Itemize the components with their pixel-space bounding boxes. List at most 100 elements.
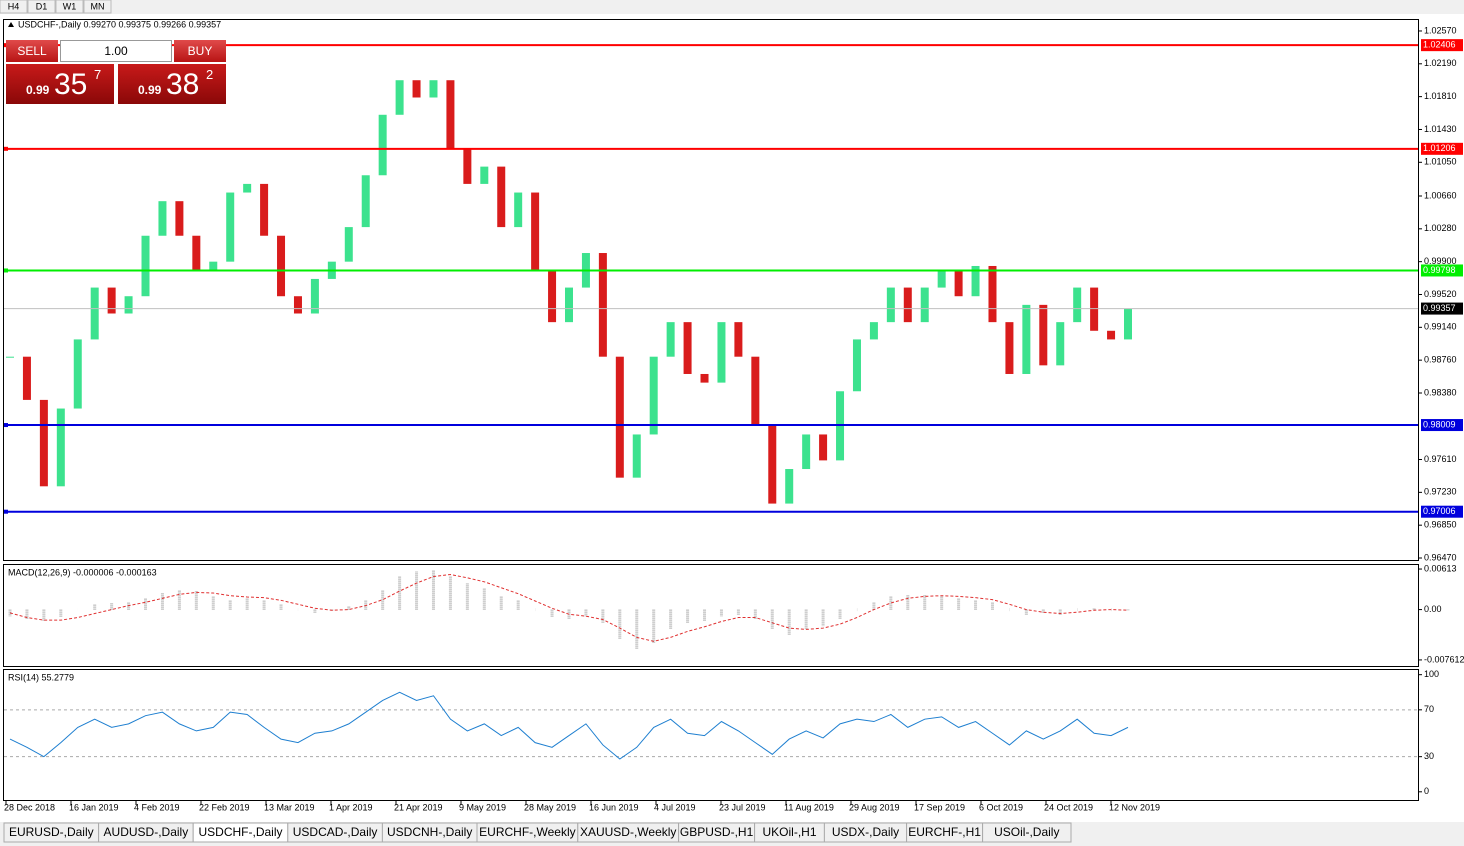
candle-body	[209, 261, 218, 271]
y-tick-label: 0.98760	[1424, 355, 1457, 365]
candle-body	[700, 373, 709, 383]
timeframe-label: W1	[63, 1, 77, 11]
level-handle	[4, 423, 8, 428]
y-tick-label: 0.96850	[1424, 520, 1457, 530]
candle-body	[819, 434, 828, 461]
candle-body	[988, 265, 997, 323]
candle-body	[971, 265, 980, 297]
timeframe-button[interactable]	[55, 0, 84, 14]
macd-signal	[9, 574, 1129, 642]
tab-label: USDCNH-,Daily	[387, 825, 472, 839]
x-tick-label: 29 Aug 2019	[849, 802, 900, 812]
candle-body	[920, 287, 929, 323]
timeframe-label: D1	[36, 1, 48, 11]
candle-body	[1090, 287, 1099, 331]
candle-body	[548, 270, 557, 323]
candle-body	[869, 322, 878, 340]
candle-body	[124, 296, 133, 314]
y-tick-label: 1.01810	[1424, 91, 1457, 101]
candle-body	[886, 287, 895, 323]
x-tick-label: 1 Apr 2019	[329, 802, 373, 812]
candle-body	[90, 287, 99, 340]
candle-body	[395, 80, 404, 115]
candle-body	[429, 80, 438, 98]
candle-body	[192, 235, 201, 271]
y-tick-label: 100	[1424, 669, 1439, 679]
level-handle	[4, 146, 8, 151]
candle-body	[412, 80, 421, 98]
y-tick-label: 0.00	[1424, 604, 1442, 614]
level-price-box	[1421, 505, 1463, 518]
title-icon	[8, 22, 14, 27]
candle-body	[141, 235, 150, 297]
tab-label: UKOil-,H1	[762, 825, 816, 839]
x-tick-label: 24 Oct 2019	[1044, 802, 1093, 812]
x-tick-label: 17 Sep 2019	[914, 802, 965, 812]
candle-body	[56, 408, 65, 487]
level-price-label: 0.98009	[1423, 419, 1456, 429]
tab-label: EURCHF-,H1	[908, 825, 981, 839]
sell-price[interactable]: 0.99 35 7	[6, 64, 114, 104]
candle-body	[446, 80, 455, 150]
candle-body	[514, 192, 523, 228]
level-handle	[4, 268, 8, 273]
candle-body	[107, 287, 116, 314]
tab-label: XAUUSD-,Weekly	[580, 825, 676, 839]
tab-label: EURUSD-,Daily	[9, 825, 94, 839]
candle-body	[463, 149, 472, 184]
rsi-line	[9, 691, 1129, 760]
sell-button[interactable]: SELL	[6, 40, 58, 62]
candle-body	[903, 287, 912, 323]
y-tick-label: 1.01050	[1424, 157, 1457, 167]
lot-input[interactable]: 1.00	[60, 40, 172, 62]
level-price-box	[1421, 419, 1463, 432]
y-tick-label: 0.99520	[1424, 289, 1457, 299]
y-tick-label: 1.02190	[1424, 58, 1457, 68]
candle-body	[1124, 308, 1132, 340]
candle-body	[1022, 304, 1031, 374]
buy-price[interactable]: 0.99 38 2	[118, 64, 226, 104]
tab[interactable]	[982, 822, 1072, 843]
candle-body	[768, 425, 777, 504]
candle-body	[1005, 322, 1014, 374]
rsi-label: RSI(14) 55.2779	[8, 672, 74, 682]
current-price-box	[1421, 302, 1463, 315]
timeframe-button[interactable]	[0, 0, 28, 14]
candle-body	[361, 175, 370, 228]
tab-label: EURCHF-,Weekly	[479, 825, 575, 839]
trade-panel: SELL 1.00 BUY 0.99 35 7 0.99 38 2	[6, 40, 226, 104]
chart-window	[0, 14, 1464, 822]
y-tick-label: 1.00660	[1424, 190, 1457, 200]
candle-body	[1056, 322, 1065, 366]
x-tick-label: 4 Jul 2019	[654, 802, 696, 812]
candle-body	[310, 278, 319, 314]
timeframe-button[interactable]	[27, 0, 56, 14]
candle-body	[531, 192, 540, 271]
tab-label: USDCAD-,Daily	[293, 825, 378, 839]
level-price-label: 1.02406	[1423, 40, 1456, 50]
candle-body	[802, 434, 811, 470]
x-tick-label: 6 Oct 2019	[979, 802, 1023, 812]
candle-body	[954, 270, 963, 297]
candle-body	[497, 166, 506, 228]
candle-body	[717, 322, 726, 383]
candle-body	[683, 322, 692, 374]
candle-body	[22, 356, 31, 400]
candle-body	[1039, 304, 1048, 366]
candle-body	[649, 356, 658, 435]
candle-body	[260, 183, 269, 236]
tab-label: USOil-,Daily	[994, 825, 1059, 839]
candle-body	[226, 192, 235, 262]
x-tick-label: 11 Aug 2019	[784, 802, 834, 812]
timeframe-button[interactable]	[83, 0, 112, 14]
buy-price-big: 0.99	[138, 83, 162, 97]
level-price-box	[1421, 142, 1463, 155]
y-tick-label: 0.97230	[1424, 487, 1457, 497]
sell-price-pips: 35	[54, 68, 88, 101]
rsi-pane	[3, 669, 1419, 801]
buy-button[interactable]: BUY	[174, 40, 226, 62]
candle-body	[378, 114, 387, 176]
candle-body	[293, 296, 302, 314]
